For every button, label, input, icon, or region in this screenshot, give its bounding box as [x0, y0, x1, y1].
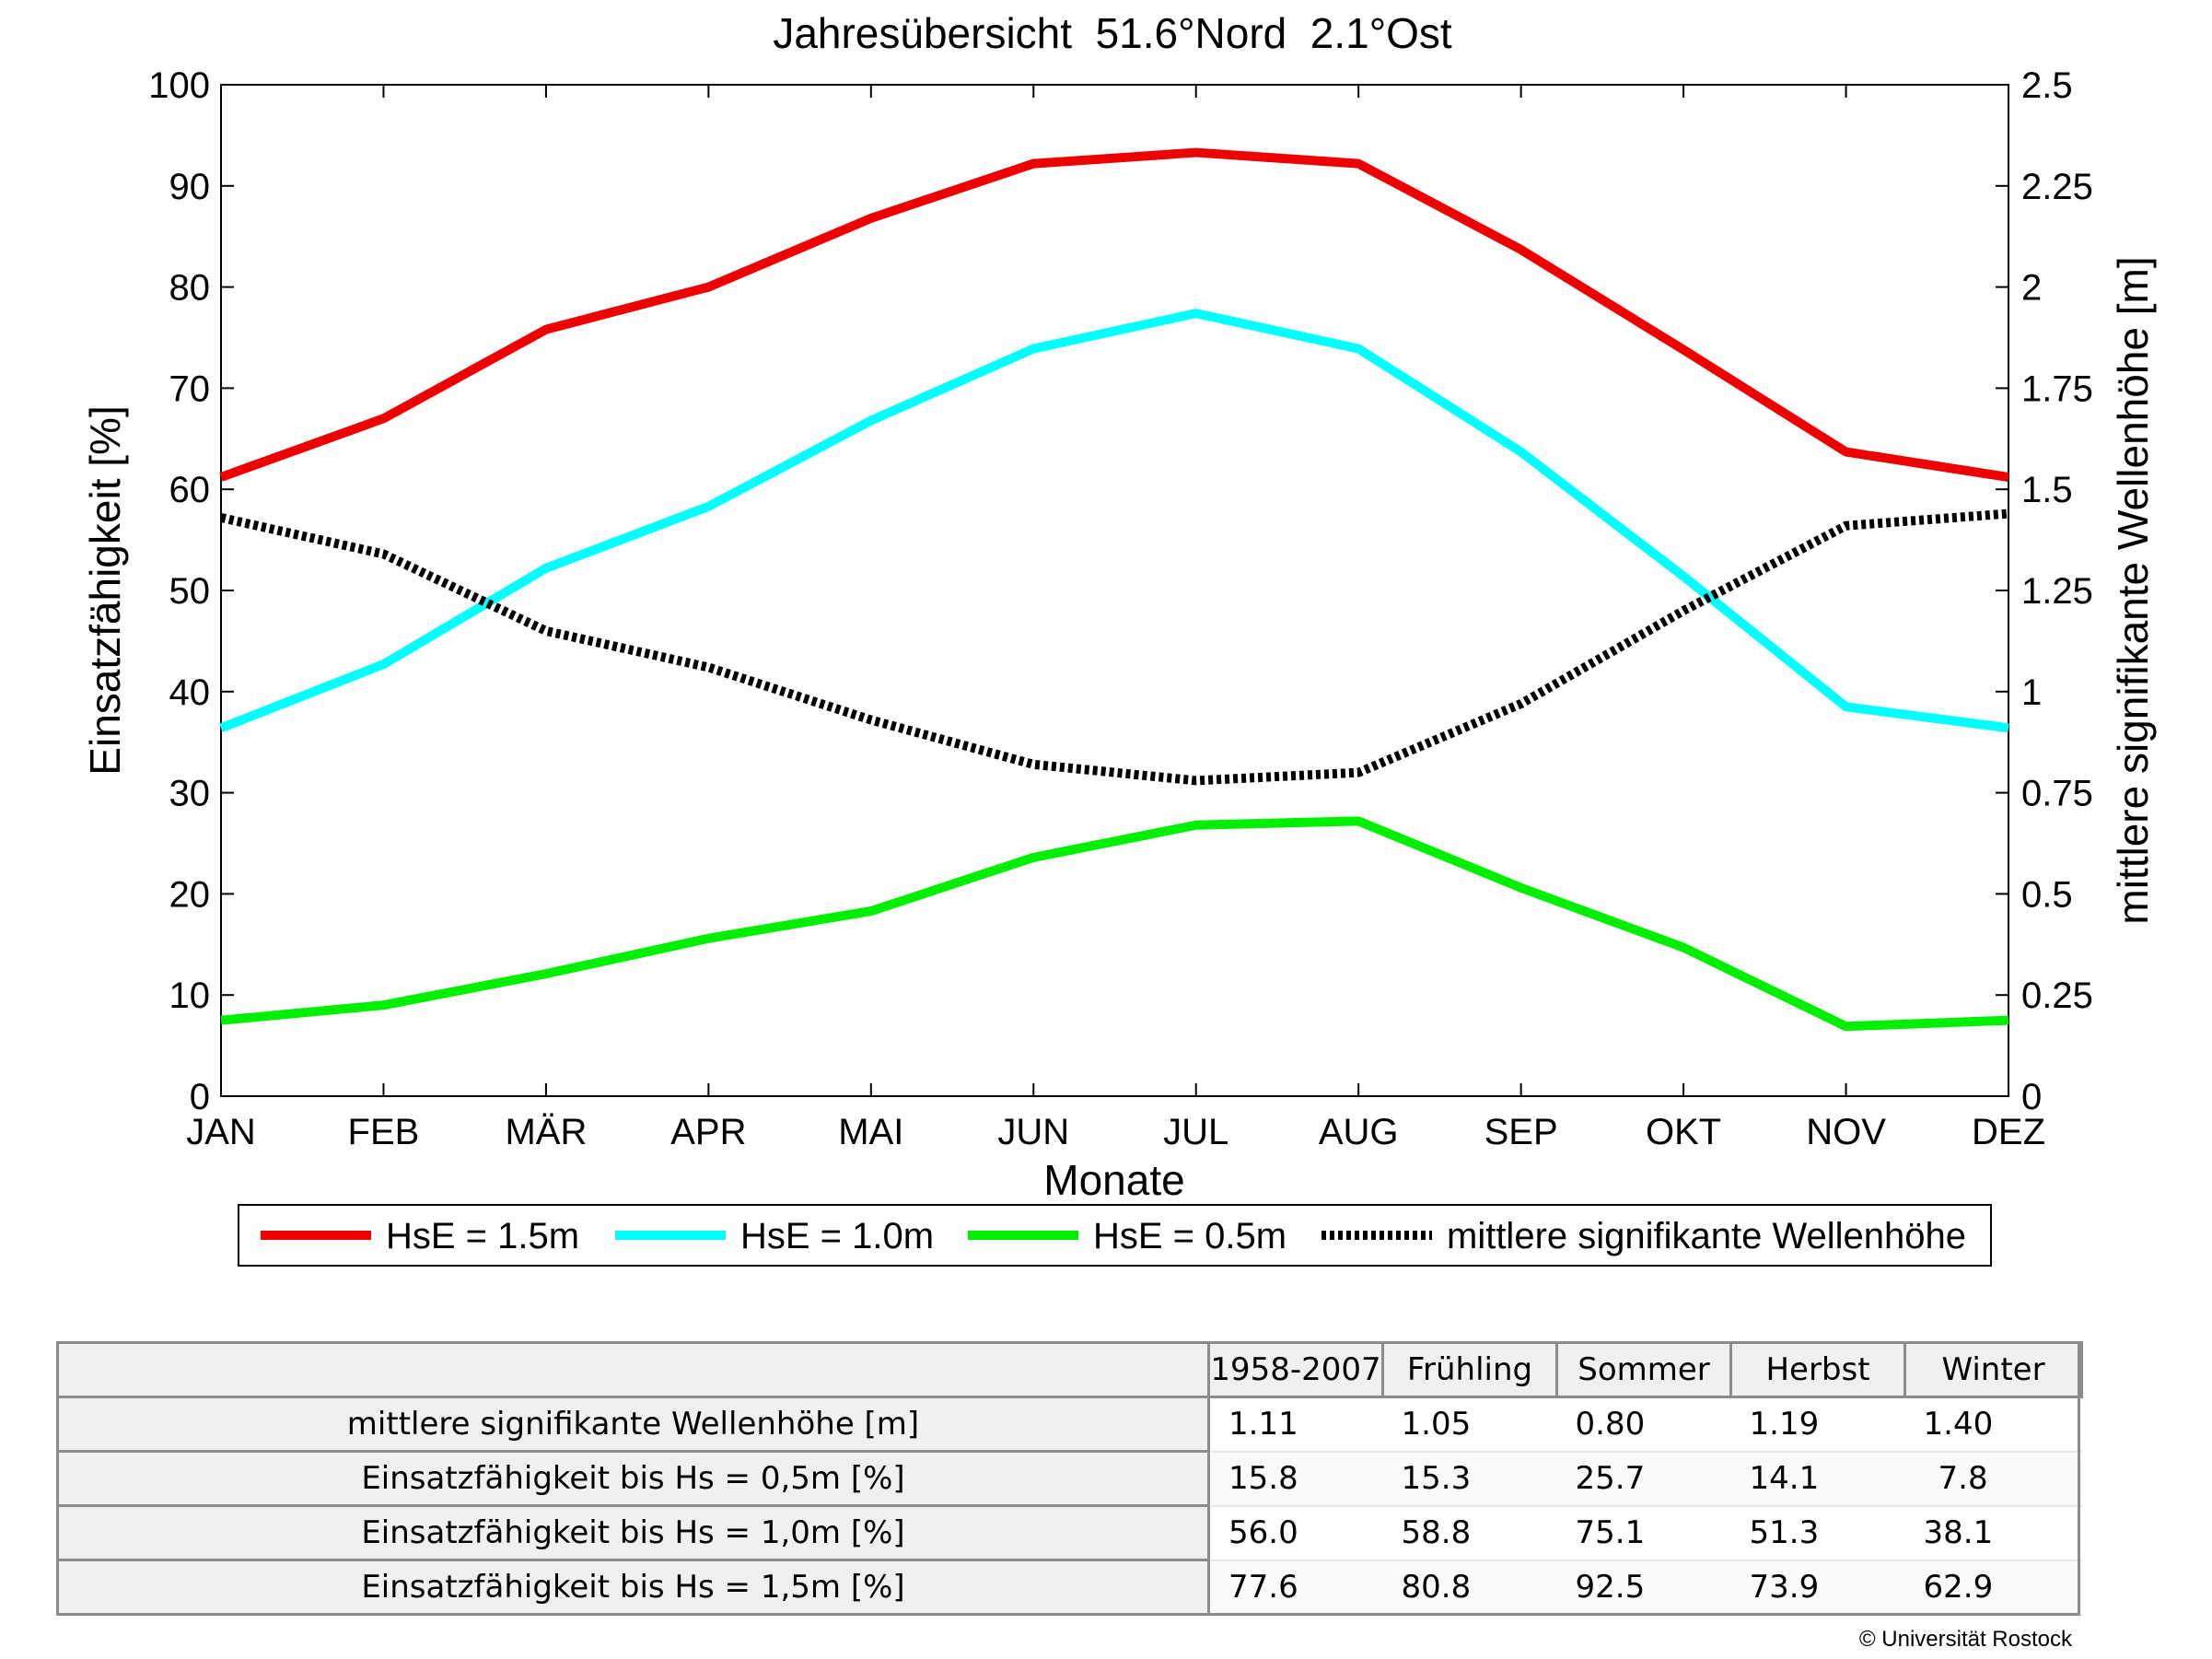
- plot-frame: [220, 84, 2009, 1097]
- x-tick-label: MÄR: [505, 1112, 587, 1152]
- table-row: Einsatzfähigkeit bis Hs = 1,0m [%] 56.0 …: [56, 1504, 2082, 1561]
- y-tick-label-left: 20: [169, 874, 211, 915]
- x-axis-label: Monate: [1043, 1156, 1184, 1204]
- y-tick-label-right: 2: [2021, 268, 2042, 309]
- y-tick-label-right: 0.25: [2021, 976, 2093, 1016]
- legend: HsE = 1.5m HsE = 1.0m HsE = 0.5m mittlere s…: [261, 1216, 1966, 1256]
- y-tick-label-right: 1.5: [2021, 470, 2073, 510]
- x-tick-label: DEZ: [1972, 1112, 2045, 1152]
- table-cell: 7.8: [1904, 1451, 2082, 1507]
- series-line-4: [219, 508, 2009, 786]
- series-line-3: [220, 816, 2009, 1032]
- y-tick-label-left: 100: [148, 65, 210, 106]
- table-row: Einsatzfähigkeit bis Hs = 1,5m [%] 77.6 …: [56, 1559, 2082, 1616]
- series-line-2: [219, 309, 2009, 733]
- column-header: Sommer: [1555, 1341, 1732, 1398]
- x-tick-label: APR: [670, 1112, 746, 1152]
- row-label: mittlere signifikante Wellenhöhe [m]: [56, 1396, 1210, 1453]
- table-cell: 51.3: [1730, 1505, 1905, 1561]
- legend-label: HsE = 0.5m: [1093, 1216, 1286, 1256]
- y-tick-label-right: 1.25: [2021, 571, 2093, 612]
- chart-title: Jahresübersicht 51.6°Nord 2.1°Ost: [773, 9, 1452, 57]
- table-cell: 1.11: [1208, 1396, 1383, 1453]
- y-tick-label-left: 30: [169, 774, 211, 814]
- axis-ticks: JAN FEB MÄR APR MAI JUN JUL AUG SEP OKT NOV DEZ0102…: [148, 65, 2093, 1152]
- table-cell: 75.1: [1556, 1505, 1731, 1561]
- table-corner-cell: [56, 1341, 1210, 1398]
- legend-label: mittlere signifikante Wellenhöhe: [1447, 1216, 1966, 1256]
- table-cell: 92.5: [1556, 1560, 1731, 1616]
- table-cell: 25.7: [1556, 1451, 1731, 1507]
- y-tick-label-right: 0: [2021, 1077, 2042, 1117]
- x-tick-label: NOV: [1806, 1112, 1886, 1152]
- table-cell: 62.9: [1904, 1560, 2082, 1616]
- legend-label: HsE = 1.0m: [740, 1216, 934, 1256]
- x-tick-label: JAN: [186, 1112, 256, 1152]
- table-row: Einsatzfähigkeit bis Hs = 0,5m [%] 15.8 …: [56, 1450, 2082, 1507]
- x-tick-label: OKT: [1646, 1112, 1721, 1152]
- table-cell: 1.19: [1730, 1396, 1905, 1453]
- table-cell: 77.6: [1208, 1560, 1383, 1616]
- y-tick-label-left: 70: [169, 368, 211, 409]
- legend-label: HsE = 1.5m: [386, 1216, 579, 1256]
- table-header-row: 1958-2007 Frühling Sommer Herbst Winter: [56, 1341, 2083, 1398]
- column-header: Herbst: [1729, 1341, 1906, 1398]
- table-cell: 15.8: [1208, 1451, 1383, 1507]
- table-row: mittlere signifikante Wellenhöhe [m] 1.1…: [56, 1396, 2082, 1453]
- x-tick-label: AUG: [1319, 1112, 1399, 1152]
- y-tick-label-right: 1.75: [2021, 368, 2093, 409]
- copyright-notice: © Universität Rostock: [1858, 1627, 2072, 1652]
- table-cell: 14.1: [1730, 1451, 1905, 1507]
- y-tick-label-left: 90: [169, 167, 211, 207]
- series-lines: [219, 147, 2009, 1032]
- stats-table: 1958-2007 Frühling Sommer Herbst Winter …: [56, 1341, 2083, 1616]
- table-cell: 73.9: [1730, 1560, 1905, 1616]
- y-tick-label-left: 60: [169, 470, 211, 510]
- legend-box: [238, 1204, 1992, 1267]
- y-tick-label-right: 2.5: [2021, 65, 2073, 106]
- column-header: Frühling: [1381, 1341, 1558, 1398]
- y-axis-label-right: mittlere signifikante Wellenhöhe [m]: [2109, 256, 2157, 924]
- y-tick-label-right: 2.25: [2021, 167, 2093, 207]
- chart: Jahresübersicht 51.6°Nord 2.1°Ost JAN FEB…: [81, 9, 2157, 1267]
- column-header: 1958-2007: [1207, 1341, 1384, 1398]
- table-cell: 15.3: [1382, 1451, 1557, 1507]
- x-tick-label: SEP: [1484, 1112, 1558, 1152]
- y-axis-label-left: Einsatzfähigkeit [%]: [81, 405, 129, 775]
- table-cell: 1.05: [1382, 1396, 1557, 1453]
- column-header: Winter: [1903, 1341, 2083, 1398]
- x-tick-label: FEB: [348, 1112, 420, 1152]
- table-cell: 58.8: [1382, 1505, 1557, 1561]
- y-tick-label-right: 0.5: [2021, 874, 2073, 915]
- y-tick-label-left: 10: [169, 976, 211, 1016]
- table-cell: 1.40: [1904, 1396, 2082, 1453]
- y-tick-label-left: 50: [169, 571, 211, 612]
- x-tick-label: JUN: [997, 1112, 1069, 1152]
- series-line-1: [219, 147, 2009, 482]
- y-tick-label-right: 1: [2021, 672, 2042, 713]
- y-tick-label-left: 40: [169, 672, 211, 713]
- x-tick-label: JUL: [1163, 1112, 1228, 1152]
- y-tick-label-right: 0.75: [2021, 774, 2093, 814]
- x-tick-label: MAI: [838, 1112, 903, 1152]
- table-cell: 38.1: [1904, 1505, 2082, 1561]
- table-cell: 0.80: [1556, 1396, 1731, 1453]
- table-cell: 56.0: [1208, 1505, 1383, 1561]
- row-label: Einsatzfähigkeit bis Hs = 0,5m [%]: [56, 1450, 1210, 1507]
- row-label: Einsatzfähigkeit bis Hs = 1,0m [%]: [56, 1504, 1210, 1561]
- y-tick-label-left: 80: [169, 268, 211, 309]
- table-cell: 80.8: [1382, 1560, 1557, 1616]
- row-label: Einsatzfähigkeit bis Hs = 1,5m [%]: [56, 1559, 1210, 1616]
- y-tick-label-left: 0: [190, 1077, 210, 1117]
